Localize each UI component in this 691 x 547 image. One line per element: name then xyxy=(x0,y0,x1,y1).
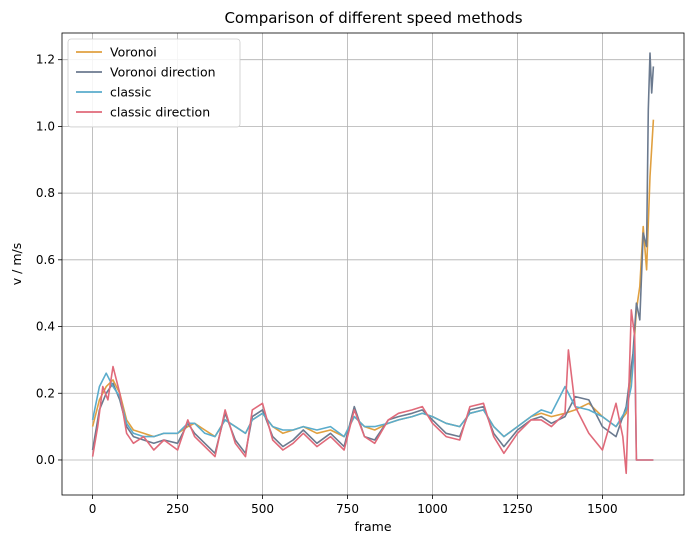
legend-label: Voronoi direction xyxy=(110,65,216,80)
x-tick-label: 0 xyxy=(89,502,97,516)
x-tick-label: 1000 xyxy=(417,502,448,516)
x-tick-label: 750 xyxy=(336,502,359,516)
x-tick-label: 250 xyxy=(166,502,189,516)
x-tick-label: 1250 xyxy=(502,502,533,516)
series-line xyxy=(91,52,655,455)
y-tick-label: 0.6 xyxy=(36,253,55,267)
series-line xyxy=(91,342,654,461)
series-line xyxy=(91,309,654,475)
y-tick-label: 0.0 xyxy=(36,453,55,467)
y-tick-label: 0.2 xyxy=(36,386,55,400)
y-tick-label: 1.2 xyxy=(36,53,55,67)
chart-title: Comparison of different speed methods xyxy=(224,9,522,27)
grid xyxy=(62,33,684,495)
y-axis-label: v / m/s xyxy=(9,243,24,285)
x-tick-label: 1500 xyxy=(587,502,618,516)
x-axis-label: frame xyxy=(354,519,391,534)
legend-label: classic xyxy=(110,85,152,100)
legend-label: classic direction xyxy=(110,105,210,120)
legend-label: Voronoi xyxy=(110,45,157,60)
y-tick-label: 1.0 xyxy=(36,119,55,133)
y-tick-label: 0.4 xyxy=(36,320,55,334)
legend: Voronoi Voronoi direction classic classic d… xyxy=(67,38,241,128)
plot-area xyxy=(61,32,685,496)
y-axis: 0.0 0.2 0.4 0.6 0.8 1.0 1.2 xyxy=(36,53,62,467)
x-tick-label: 500 xyxy=(251,502,274,516)
legend-box xyxy=(67,38,241,128)
x-axis: 0 250 500 750 1000 1250 1500 xyxy=(89,495,618,516)
series-group xyxy=(91,52,655,475)
y-tick-label: 0.8 xyxy=(36,186,55,200)
